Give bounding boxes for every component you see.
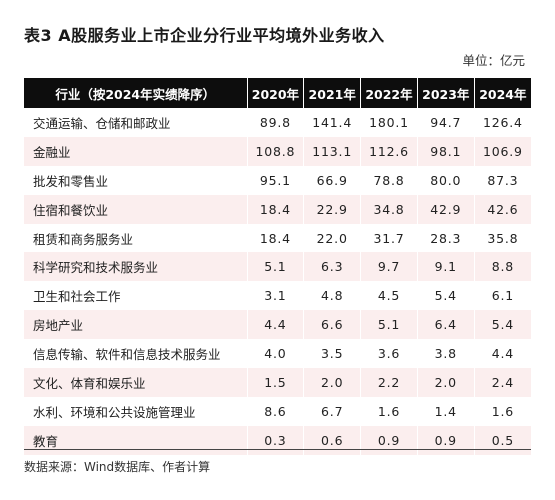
value-cell: 5.4 (473, 310, 531, 340)
value-cell: 89.8 (246, 108, 304, 137)
value-cell: 6.3 (303, 252, 361, 282)
industry-cell: 房地产业 (33, 318, 84, 334)
table-row: 教育 0.3 0.6 0.9 0.9 0.5 (24, 425, 531, 455)
value-cell: 180.1 (360, 108, 418, 137)
table-title: 表3 A股服务业上市企业分行业平均境外业务收入 (24, 26, 385, 45)
table-row: 文化、体育和娱乐业 1.5 2.0 2.2 2.0 2.4 (24, 368, 531, 397)
industry-cell: 科学研究和技术服务业 (33, 260, 159, 276)
table-row: 房地产业 4.4 6.6 5.1 6.4 5.4 (24, 310, 531, 340)
value-cell: 4.0 (246, 339, 304, 369)
value-cell: 2.2 (360, 368, 418, 397)
value-cell: 2.4 (473, 368, 531, 397)
value-cell: 112.6 (360, 136, 418, 166)
value-cell: 87.3 (473, 165, 531, 195)
value-cell: 18.4 (246, 194, 304, 224)
value-cell: 3.8 (416, 339, 475, 369)
value-cell: 6.6 (303, 310, 361, 340)
header-row: 行业（按2024年实绩降序） 2020年 2021年 2022年 2023年 2… (24, 78, 531, 108)
industry-cell: 住宿和餐饮业 (33, 202, 109, 218)
value-cell: 1.6 (360, 396, 418, 426)
table-row: 科学研究和技术服务业 5.1 6.3 9.7 9.1 8.8 (24, 252, 531, 282)
data-table: 行业（按2024年实绩降序） 2020年 2021年 2022年 2023年 2… (24, 78, 531, 455)
value-cell: 42.6 (473, 194, 531, 224)
value-cell: 1.6 (473, 396, 531, 426)
value-cell: 3.6 (360, 339, 418, 369)
header-2022: 2022年 (360, 78, 418, 108)
value-cell: 78.8 (360, 165, 418, 195)
value-cell: 4.5 (360, 281, 418, 311)
value-cell: 22.0 (303, 223, 361, 253)
value-cell: 0.9 (360, 425, 418, 455)
table-row: 交通运输、仓储和邮政业 89.8 141.4 180.1 94.7 126.4 (24, 108, 531, 137)
value-cell: 113.1 (303, 136, 361, 166)
value-cell: 2.0 (303, 368, 361, 397)
table-row: 批发和零售业 95.1 66.9 78.8 80.0 87.3 (24, 165, 531, 195)
value-cell: 0.9 (416, 425, 475, 455)
value-cell: 4.4 (473, 339, 531, 369)
value-cell: 98.1 (416, 136, 475, 166)
value-cell: 5.4 (416, 281, 475, 311)
value-cell: 5.1 (246, 252, 304, 282)
value-cell: 31.7 (360, 223, 418, 253)
industry-cell: 交通运输、仓储和邮政业 (33, 115, 171, 131)
header-2020: 2020年 (246, 78, 304, 108)
table-row: 卫生和社会工作 3.1 4.8 4.5 5.4 6.1 (24, 281, 531, 311)
table-row: 水利、环境和公共设施管理业 8.6 6.7 1.6 1.4 1.6 (24, 396, 531, 426)
value-cell: 0.5 (473, 425, 531, 455)
value-cell: 3.5 (303, 339, 361, 369)
industry-cell: 文化、体育和娱乐业 (33, 375, 146, 391)
value-cell: 95.1 (246, 165, 304, 195)
value-cell: 141.4 (303, 108, 361, 137)
value-cell: 4.4 (246, 310, 304, 340)
table-header: 行业（按2024年实绩降序） 2020年 2021年 2022年 2023年 2… (24, 78, 531, 108)
value-cell: 8.6 (246, 396, 304, 426)
value-cell: 1.5 (246, 368, 304, 397)
unit-label: 单位：亿元 (462, 53, 525, 68)
value-cell: 8.8 (473, 252, 531, 282)
value-cell: 28.3 (416, 223, 475, 253)
table-row: 住宿和餐饮业 18.4 22.9 34.8 42.9 42.6 (24, 194, 531, 224)
value-cell: 80.0 (416, 165, 475, 195)
value-cell: 66.9 (303, 165, 361, 195)
industry-cell: 教育 (33, 433, 59, 449)
value-cell: 22.9 (303, 194, 361, 224)
industry-cell: 水利、环境和公共设施管理业 (33, 404, 196, 420)
value-cell: 108.8 (246, 136, 304, 166)
table-row: 金融业 108.8 113.1 112.6 98.1 106.9 (24, 136, 531, 166)
bottom-rule (24, 449, 531, 450)
industry-cell: 金融业 (33, 144, 71, 160)
value-cell: 126.4 (473, 108, 531, 137)
value-cell: 9.7 (360, 252, 418, 282)
industry-cell: 卫生和社会工作 (33, 289, 121, 305)
value-cell: 3.1 (246, 281, 304, 311)
value-cell: 2.0 (416, 368, 475, 397)
header-industry: 行业（按2024年实绩降序） (55, 86, 216, 102)
value-cell: 1.4 (416, 396, 475, 426)
value-cell: 6.4 (416, 310, 475, 340)
header-2021: 2021年 (303, 78, 361, 108)
value-cell: 106.9 (473, 136, 531, 166)
industry-cell: 信息传输、软件和信息技术服务业 (33, 347, 221, 363)
value-cell: 0.6 (303, 425, 361, 455)
industry-cell: 租赁和商务服务业 (33, 231, 134, 247)
value-cell: 35.8 (473, 223, 531, 253)
header-2024: 2024年 (473, 78, 531, 108)
value-cell: 5.1 (360, 310, 418, 340)
table-body: 交通运输、仓储和邮政业 89.8 141.4 180.1 94.7 126.4 金融业 108… (24, 108, 531, 455)
header-2023: 2023年 (416, 78, 475, 108)
table-row: 信息传输、软件和信息技术服务业 4.0 3.5 3.6 3.8 4.4 (24, 339, 531, 369)
value-cell: 18.4 (246, 223, 304, 253)
value-cell: 6.7 (303, 396, 361, 426)
table-row: 租赁和商务服务业 18.4 22.0 31.7 28.3 35.8 (24, 223, 531, 253)
value-cell: 34.8 (360, 194, 418, 224)
value-cell: 4.8 (303, 281, 361, 311)
value-cell: 94.7 (416, 108, 475, 137)
source-note: 数据来源：Wind数据库、作者计算 (24, 460, 211, 474)
value-cell: 42.9 (416, 194, 475, 224)
value-cell: 0.3 (246, 425, 304, 455)
industry-cell: 批发和零售业 (33, 173, 109, 189)
value-cell: 6.1 (473, 281, 531, 311)
value-cell: 9.1 (416, 252, 475, 282)
